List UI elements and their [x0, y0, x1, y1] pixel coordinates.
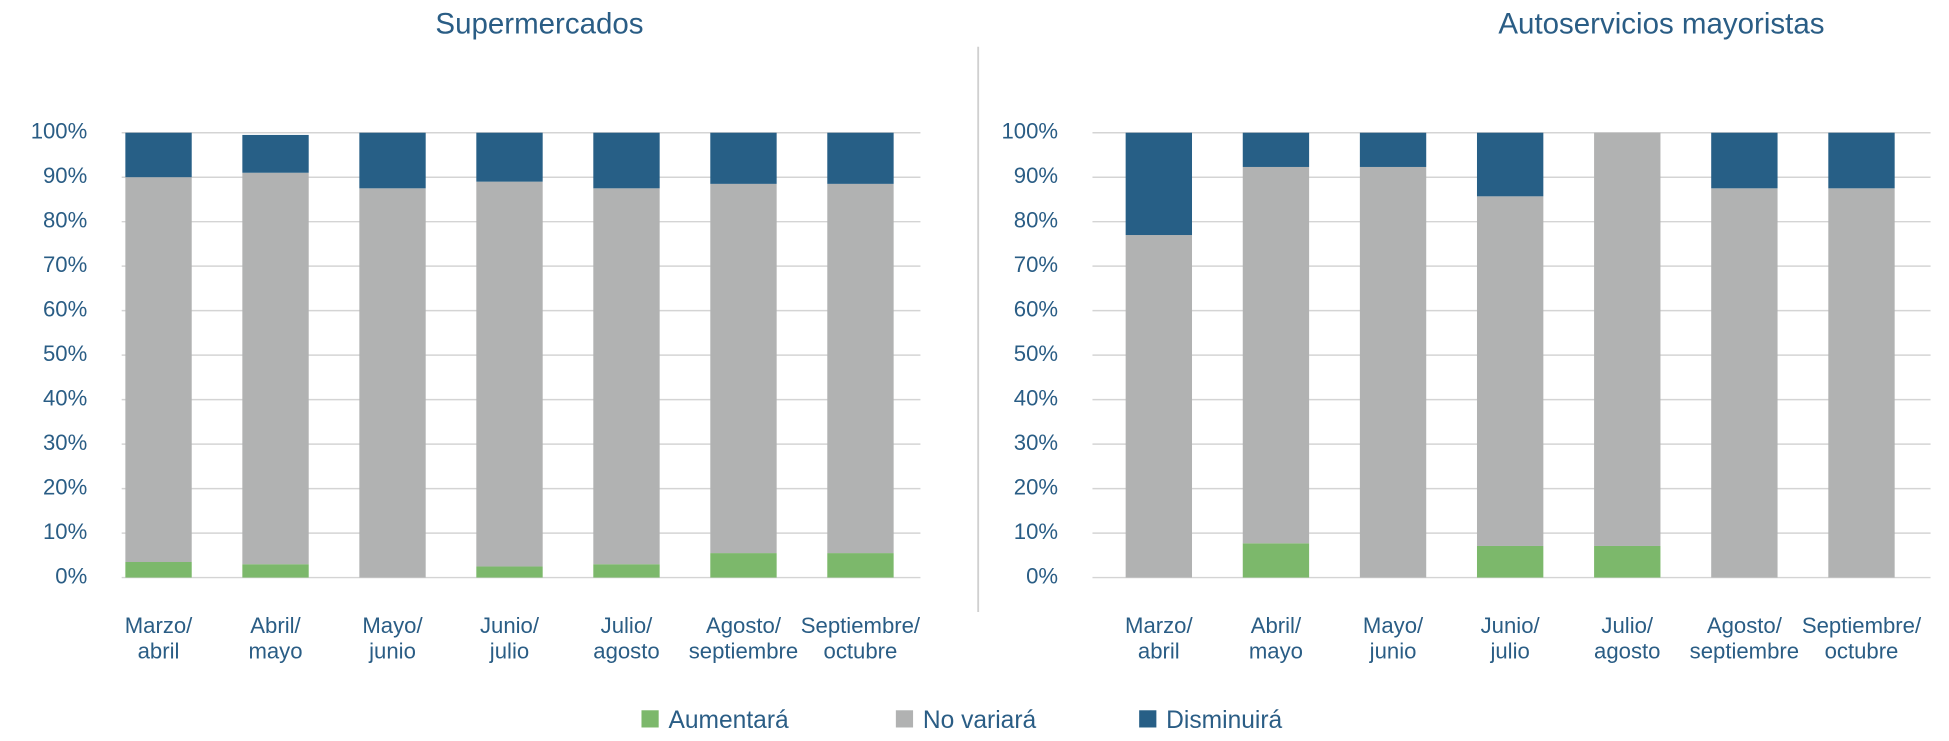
- x-tick-label-box: Septiembre/ octubre: [800, 613, 921, 664]
- bar-segment: [359, 132, 426, 189]
- bar-segment: [710, 553, 777, 578]
- bar-segment: [125, 177, 192, 562]
- bar-segment: [593, 132, 660, 189]
- y-tick-label: 70%: [1014, 252, 1058, 277]
- bar-segment: [125, 132, 192, 178]
- bar-segment: [1359, 166, 1427, 578]
- x-tick-label-box: Abril/ mayo: [1248, 613, 1303, 664]
- y-tick-label: 0%: [1026, 563, 1058, 588]
- x-tick-label-box: Mayo/ junio: [362, 613, 423, 664]
- x-tick-label: Marzo/ abril: [124, 613, 193, 664]
- x-tick-label: Abril/ mayo: [1248, 613, 1303, 664]
- chart-title: Supermercados: [435, 8, 643, 41]
- bar-segment: [1476, 196, 1544, 546]
- y-tick-label: 20%: [1014, 474, 1058, 499]
- y-tick-label: 90%: [43, 163, 87, 188]
- x-tick-label-box: Septiembre/ octubre: [1801, 613, 1922, 664]
- y-tick-label: 10%: [43, 519, 87, 544]
- x-tick-label: Septiembre/ octubre: [1801, 613, 1922, 664]
- bar-segment: [593, 188, 660, 565]
- y-tick-label: 50%: [1014, 341, 1058, 366]
- x-tick-label: Junio/ julio: [1480, 613, 1540, 664]
- bar-segment: [1828, 132, 1895, 189]
- bar-segment: [1476, 545, 1544, 578]
- bar-segment: [1359, 132, 1427, 167]
- y-tick-label: 70%: [43, 252, 87, 277]
- y-tick-label: 0%: [55, 563, 87, 588]
- bar-segment: [710, 183, 777, 554]
- bar-segment: [593, 564, 660, 578]
- x-tick-label-box: Junio/ julio: [479, 613, 540, 664]
- bar-segment: [827, 553, 894, 578]
- y-tick-label: 10%: [1014, 519, 1058, 544]
- bar-segment: [1828, 188, 1895, 578]
- bar-segment: [125, 561, 192, 578]
- x-tick-label-box: Mayo/ junio: [1362, 613, 1424, 664]
- y-tick-label: 100%: [31, 119, 88, 144]
- bar-segment: [476, 181, 543, 567]
- bar-segment: [1711, 132, 1778, 189]
- x-tick-label-box: Abril/ mayo: [248, 613, 303, 664]
- bar-segment: [1594, 545, 1661, 578]
- x-tick-label-box: Junio/ julio: [1480, 613, 1540, 664]
- y-tick-label: 40%: [1014, 385, 1058, 410]
- chart-title: Autoservicios mayoristas: [1498, 8, 1824, 41]
- bar-segment: [359, 188, 426, 578]
- legend-swatch: [1139, 710, 1157, 728]
- bar-segment: [1242, 166, 1310, 544]
- y-tick-label: 30%: [43, 430, 87, 455]
- legend-label: No variará: [923, 707, 1037, 734]
- bar-segment: [1125, 132, 1193, 236]
- legend-swatch: [641, 710, 659, 728]
- y-tick-label: 60%: [43, 296, 87, 321]
- x-tick-label-box: Julio/ agosto: [593, 613, 660, 664]
- legend-label: Aumentará: [669, 707, 789, 734]
- x-tick-label: Abril/ mayo: [248, 613, 303, 664]
- y-tick-label: 50%: [43, 341, 87, 366]
- bar-segment: [827, 132, 894, 184]
- bar-segment: [242, 172, 309, 565]
- bar-segment: [1594, 132, 1661, 546]
- y-tick-label: 40%: [43, 385, 87, 410]
- bar-segment: [242, 134, 309, 173]
- bar-segment: [476, 566, 543, 578]
- x-tick-label: Agosto/ septiembre: [688, 613, 799, 664]
- y-tick-label: 100%: [1001, 119, 1058, 144]
- bar-segment: [827, 183, 894, 554]
- x-tick-label: Agosto/ septiembre: [1689, 613, 1800, 664]
- x-tick-label-box: Marzo/ abril: [124, 613, 193, 664]
- x-tick-label-box: Marzo/ abril: [1125, 613, 1193, 664]
- bar-segment: [710, 132, 777, 184]
- x-tick-label-box: Agosto/ septiembre: [688, 613, 799, 664]
- bar-segment: [242, 564, 309, 578]
- x-tick-label: Septiembre/ octubre: [800, 613, 921, 664]
- x-tick-label: Julio/ agosto: [1594, 613, 1661, 664]
- y-tick-label: 20%: [43, 474, 87, 499]
- bar-segment: [476, 132, 543, 182]
- y-tick-label: 60%: [1014, 296, 1058, 321]
- x-tick-label-box: Agosto/ septiembre: [1689, 613, 1800, 664]
- legend-swatch: [895, 710, 914, 728]
- x-tick-label: Julio/ agosto: [593, 613, 660, 664]
- x-tick-label: Marzo/ abril: [1125, 613, 1193, 664]
- y-tick-label: 30%: [1014, 430, 1058, 455]
- x-tick-label: Junio/ julio: [479, 613, 540, 664]
- bar-segment: [1242, 132, 1310, 167]
- bar-segment: [1711, 188, 1778, 578]
- y-tick-label: 90%: [1014, 163, 1058, 188]
- x-tick-label: Mayo/ junio: [1362, 613, 1424, 664]
- x-tick-label: Mayo/ junio: [362, 613, 423, 664]
- bar-segment: [1125, 235, 1193, 578]
- x-tick-label-box: Julio/ agosto: [1594, 613, 1661, 664]
- y-tick-label: 80%: [43, 208, 87, 233]
- bar-segment: [1242, 543, 1310, 578]
- y-tick-label: 80%: [1014, 208, 1058, 233]
- legend-label: Disminuirá: [1166, 707, 1282, 734]
- bar-segment: [1476, 132, 1544, 197]
